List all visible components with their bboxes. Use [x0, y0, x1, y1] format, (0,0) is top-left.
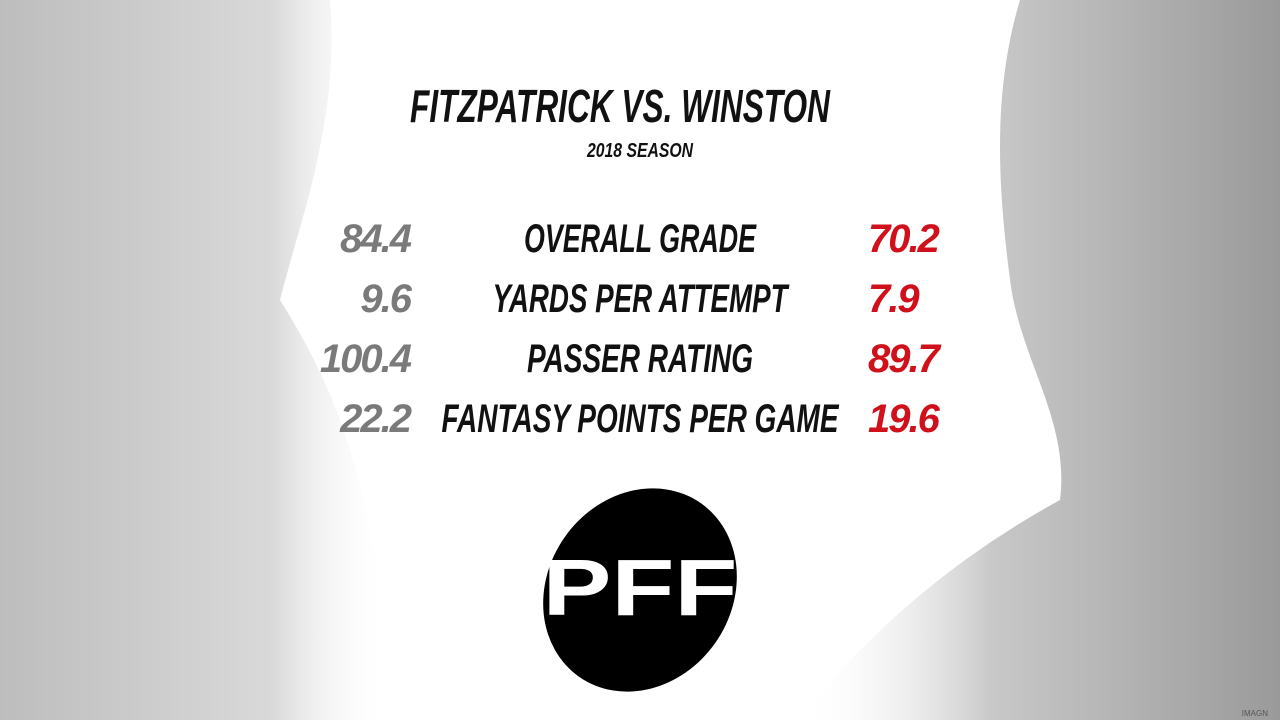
left-value: 84.4 — [340, 217, 412, 261]
left-player-photo — [0, 0, 390, 720]
photo-credit: IMAGN — [1242, 709, 1268, 718]
right-value: 70.2 — [868, 217, 940, 261]
stat-label: OVERALL GRADE — [524, 217, 757, 261]
stat-label: PASSER RATING — [527, 337, 753, 381]
stat-label: FANTASY POINTS PER GAME — [442, 397, 840, 441]
right-value: 19.6 — [868, 397, 941, 441]
pff-logo: PFF — [543, 488, 738, 692]
right-value: 7.9 — [868, 277, 920, 321]
logo-text: PFF — [543, 543, 738, 632]
right-player-photo — [800, 0, 1280, 720]
left-value: 100.4 — [320, 337, 412, 381]
right-value: 89.7 — [868, 337, 942, 381]
left-value: 9.6 — [360, 277, 412, 321]
left-value: 22.2 — [339, 397, 412, 441]
stat-label: YARDS PER ATTEMPT — [493, 277, 790, 321]
subtitle: 2018 SEASON — [586, 140, 693, 162]
logo-ball — [543, 488, 737, 692]
title: FITZPATRICK VS. WINSTON — [410, 80, 831, 132]
